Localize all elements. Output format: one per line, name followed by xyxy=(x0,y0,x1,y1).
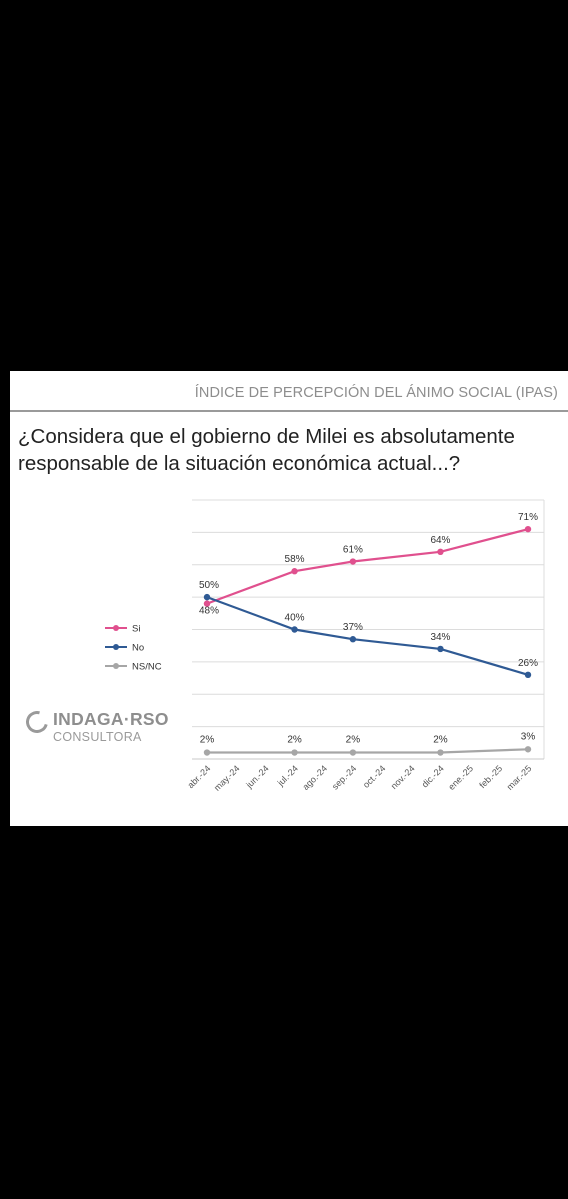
company-logo: INDAGA·RSO CONSULTORA xyxy=(21,706,184,749)
data-label: 26% xyxy=(518,658,538,669)
data-point xyxy=(437,749,444,756)
series-line-nsnc xyxy=(207,748,529,754)
data-label: 64% xyxy=(430,535,450,546)
x-tick-label: feb.-25 xyxy=(477,763,504,790)
data-point xyxy=(349,749,357,756)
data-label: 40% xyxy=(285,613,305,624)
data-point xyxy=(291,626,298,633)
data-label: 71% xyxy=(518,512,538,523)
data-point xyxy=(203,593,211,601)
logo-name: INDAGA·RSO xyxy=(53,709,169,729)
data-label: 2% xyxy=(433,735,448,746)
x-tick-label: abr.-24 xyxy=(186,763,213,790)
legend-marker xyxy=(113,625,119,631)
data-label: 48% xyxy=(199,606,219,617)
logo-subtitle: CONSULTORA xyxy=(53,730,142,744)
x-tick-label: dic.-24 xyxy=(420,763,446,789)
data-point xyxy=(524,525,532,533)
data-label: 2% xyxy=(287,735,302,746)
data-point xyxy=(349,636,357,643)
x-tick-label: nov.-24 xyxy=(389,763,417,791)
x-tick-label: may.-24 xyxy=(212,763,242,793)
x-tick-label: jun.-24 xyxy=(244,763,271,790)
data-label: 2% xyxy=(200,735,215,746)
report-header: ÍNDICE DE PERCEPCIÓN DEL ÁNIMO SOCIAL (I… xyxy=(194,385,558,401)
data-label: 50% xyxy=(199,580,219,591)
data-point xyxy=(291,749,298,756)
data-point xyxy=(203,749,211,756)
data-label: 61% xyxy=(343,545,363,556)
legend-label: No xyxy=(132,643,144,654)
data-point xyxy=(524,746,532,753)
data-point xyxy=(437,645,444,653)
x-tick-label: sep.-24 xyxy=(330,763,358,791)
x-tick-label: oct.-24 xyxy=(361,763,388,790)
data-label: 37% xyxy=(343,622,363,633)
data-label: 2% xyxy=(346,735,361,746)
data-label: 34% xyxy=(430,632,450,643)
data-point xyxy=(437,548,444,555)
question-line-2: responsable de la situación económica ac… xyxy=(18,452,461,475)
data-label: 3% xyxy=(521,731,536,742)
x-tick-label: jul.-24 xyxy=(275,763,300,788)
series-line-no xyxy=(206,596,529,676)
data-point xyxy=(291,568,298,575)
legend-label: NS/NC xyxy=(132,662,162,673)
chart-card: ÍNDICE DE PERCEPCIÓN DEL ÁNIMO SOCIAL (I… xyxy=(10,371,568,826)
legend-marker xyxy=(113,663,119,669)
question-line-1: ¿Considera que el gobierno de Milei es a… xyxy=(18,425,515,448)
x-tick-label: ene.-25 xyxy=(446,763,475,792)
data-point xyxy=(349,558,357,565)
line-chart: abr.-24 may.-24 jun.-24 jul.-24 ago.-24 sep.-… xyxy=(105,499,545,793)
legend-marker xyxy=(113,644,119,650)
data-label: 58% xyxy=(285,554,305,565)
x-tick-label: mar.-25 xyxy=(505,763,534,792)
legend-label: Si xyxy=(132,624,140,635)
x-tick-label: ago.-24 xyxy=(300,763,329,792)
header-divider xyxy=(10,410,568,412)
data-point xyxy=(524,671,532,679)
series-line-si xyxy=(206,528,529,605)
chart-question: ¿Considera que el gobierno de Milei es a… xyxy=(18,423,563,477)
logo-ring-icon xyxy=(21,706,53,738)
data-point xyxy=(203,600,211,607)
